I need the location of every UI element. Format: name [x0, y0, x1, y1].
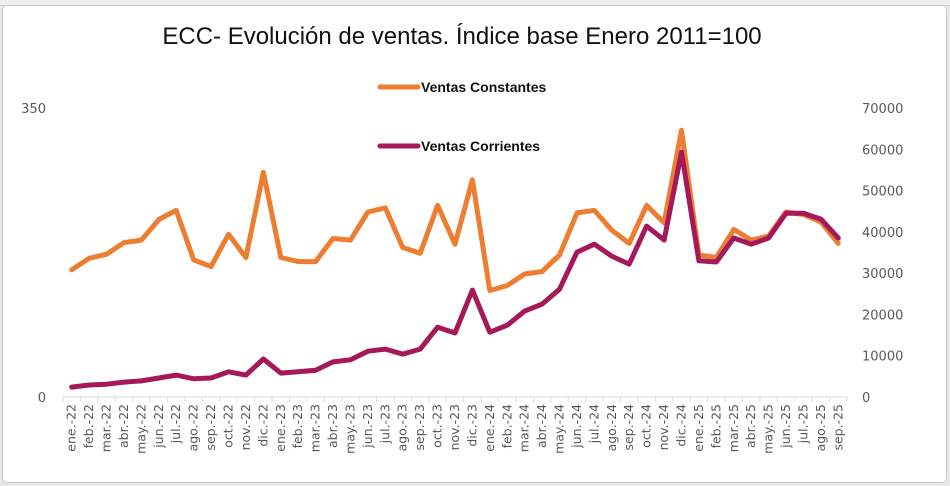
x-axis-tick-label: feb.-22	[81, 404, 96, 448]
x-axis-tick-label: ene.-24	[482, 404, 497, 452]
x-axis-tick-label: may.-24	[552, 404, 567, 454]
x-axis-tick-label: ene.-22	[64, 404, 79, 452]
x-axis-tick-label: abr.-23	[325, 404, 340, 448]
right-axis-tick-label: 50000	[862, 185, 903, 200]
right-axis-tick-label: 30000	[862, 267, 903, 282]
x-axis-tick-label: feb.-23	[290, 404, 305, 448]
x-axis-tick-label: nov.-22	[238, 404, 253, 450]
right-axis-tick-label: 60000	[862, 143, 903, 158]
series-line-ventas-constantes[interactable]	[69, 127, 841, 293]
legend: Ventas Constantes Ventas Corrientes	[377, 79, 546, 154]
x-axis-tick-label: ago.-24	[604, 404, 619, 451]
legend-label-ventas-constantes: Ventas Constantes	[421, 79, 546, 95]
right-axis-tick-label: 10000	[862, 350, 903, 365]
x-axis-tick-label: mar.-24	[517, 404, 532, 452]
x-axis-tick-label: mar.-25	[726, 404, 741, 452]
left-axis-tick-label: 350	[21, 102, 46, 117]
x-axis-tick-label: sep.-25	[830, 404, 845, 451]
x-axis-tick-label: oct.-22	[221, 404, 236, 448]
x-axis-tick-label: jun.-24	[569, 404, 584, 449]
x-axis-tick-label: jun.-25	[778, 404, 793, 449]
x-axis-tick-label: dic.-23	[464, 404, 479, 447]
x-axis-tick-label: ene.-25	[691, 404, 706, 452]
series-line-ventas-corrientes[interactable]	[69, 149, 841, 390]
x-axis-tick-label: jul.-24	[586, 404, 601, 444]
x-axis-tick-label: feb.-25	[708, 404, 723, 448]
x-axis-tick-label: jul.-22	[168, 404, 183, 444]
x-axis-tick-label: abr.-24	[534, 404, 549, 448]
right-axis-tick-label: 0	[862, 391, 870, 406]
right-axis-tick-label: 40000	[862, 226, 903, 241]
x-axis-tick-label: mar.-22	[99, 404, 114, 452]
series-layer	[69, 127, 841, 390]
x-axis-tick-label: ago.-23	[395, 404, 410, 451]
x-axis-tick-label: sep.-22	[203, 404, 218, 451]
x-axis-tick-label: dic.-22	[255, 404, 270, 447]
x-axis-tick-label: oct.-24	[639, 404, 654, 448]
right-y-axis: 70000 60000 50000 40000 30000 20000 10000 0	[862, 102, 903, 406]
x-axis-tick-label: abr.-25	[743, 404, 758, 448]
x-axis-tick-label: dic.-24	[673, 404, 688, 447]
right-axis-tick-label: 70000	[862, 102, 903, 117]
x-axis-tick-label: jun.-23	[360, 404, 375, 449]
chart-area[interactable]	[2, 5, 947, 483]
x-axis: ene.-22 feb.-22 mar.-22 abr.-22 may.-22 jun.-…	[62, 396, 848, 454]
x-axis-tick-label: sep.-24	[621, 404, 636, 451]
x-axis-tick-label: sep.-23	[412, 404, 427, 451]
x-axis-tick-label: ago.-22	[186, 404, 201, 451]
x-axis-tick-label: abr.-22	[116, 404, 131, 448]
x-axis-tick-label: ago.-25	[813, 404, 828, 451]
x-axis-tick-label: may.-22	[133, 404, 148, 454]
x-axis-tick-label: mar.-23	[308, 404, 323, 452]
right-axis-tick-label: 20000	[862, 308, 903, 323]
x-axis-tick-label: jul.-25	[795, 404, 810, 444]
left-axis-tick-label: 0	[38, 391, 46, 406]
legend-label-ventas-corrientes: Ventas Corrientes	[421, 138, 540, 154]
x-axis-tick-label: ene.-23	[273, 404, 288, 452]
x-axis-tick-label: nov.-24	[656, 404, 671, 450]
x-axis-tick-label: jul.-23	[377, 404, 392, 444]
left-y-axis: 350 0	[21, 102, 46, 406]
x-axis-tick-label: may.-23	[342, 404, 357, 454]
chart-title: ECC- Evolución de ventas. Índice base En…	[162, 23, 761, 50]
x-axis-tick-label: oct.-23	[430, 404, 445, 448]
x-axis-tick-label: may.-25	[761, 404, 776, 454]
x-axis-tick-label: feb.-24	[499, 404, 514, 448]
x-axis-tick-label: jun.-22	[151, 404, 166, 449]
x-axis-tick-label: nov.-23	[447, 404, 462, 450]
